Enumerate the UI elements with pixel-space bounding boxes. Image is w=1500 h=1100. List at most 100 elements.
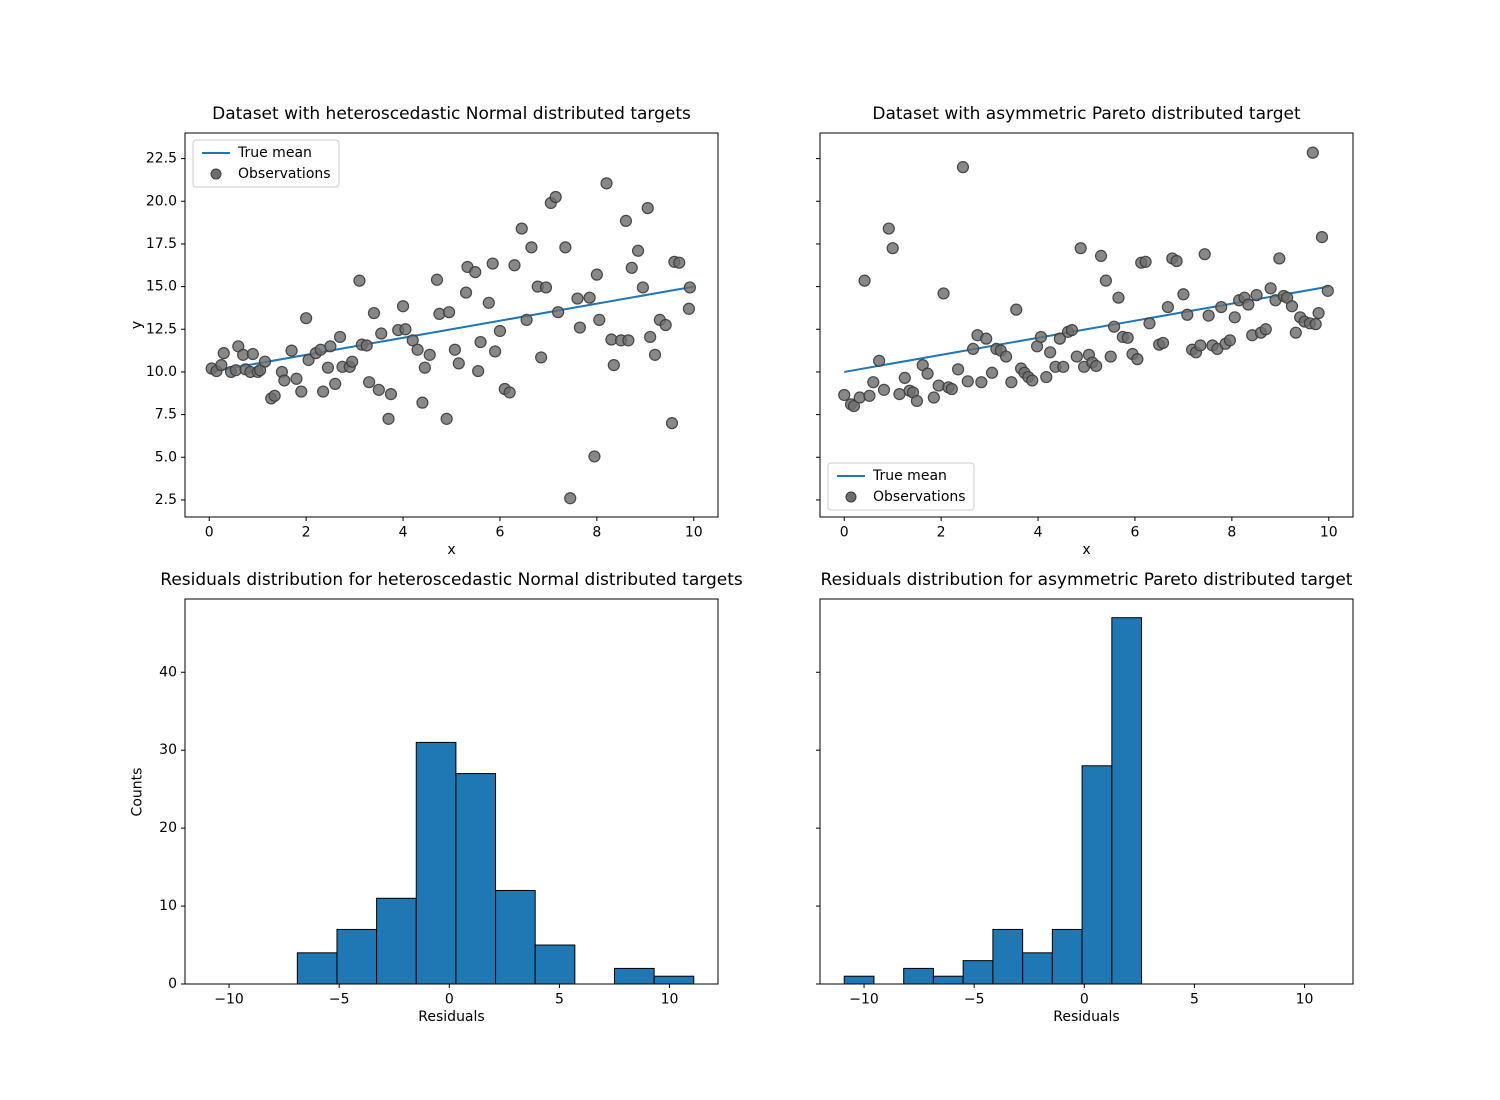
axes-box xyxy=(184,132,719,518)
y-tick-label: 12.5 xyxy=(146,321,177,337)
legend-box xyxy=(192,139,340,188)
hist-bar xyxy=(613,967,655,985)
scatter-plot-normal: 0 2 4 6 8 10 2.5 5.0 7.5 10.0 12.5 15.0 17.5 20.0 22.5… xyxy=(146,132,719,541)
observation-point xyxy=(1264,282,1277,295)
observation-point xyxy=(631,244,645,257)
subplot-title: Dataset with heteroscedastic Normal dist… xyxy=(212,104,691,124)
observation-point xyxy=(1108,320,1121,333)
observation-point xyxy=(1181,308,1194,321)
observation-point xyxy=(539,281,553,294)
hist-bar xyxy=(534,944,576,985)
observation-point xyxy=(1053,332,1066,345)
x-axis-label: Residuals xyxy=(1053,1009,1120,1025)
x-tick-label: −10 xyxy=(214,992,244,1008)
observation-point xyxy=(217,347,230,360)
x-tick-label: −5 xyxy=(964,992,985,1008)
observation-point xyxy=(486,257,499,270)
observation-point xyxy=(416,396,429,409)
observation-point xyxy=(665,417,679,430)
x-tick-label: 4 xyxy=(1034,525,1043,541)
subplot-title: Residuals distribution for heteroscedast… xyxy=(160,570,743,590)
observation-point xyxy=(1104,350,1117,363)
observation-point xyxy=(583,291,596,304)
y-tick-label: 20.0 xyxy=(146,193,177,209)
observation-point xyxy=(877,383,891,396)
observation-point xyxy=(622,334,635,347)
y-tick-label: 40 xyxy=(159,664,177,680)
observation-point xyxy=(571,292,584,305)
observation-point xyxy=(215,359,228,372)
observation-point xyxy=(999,350,1013,363)
observation-point xyxy=(636,281,649,294)
observation-point xyxy=(1005,376,1018,389)
observation-point xyxy=(961,375,974,388)
observation-point xyxy=(573,321,587,334)
hist-bar xyxy=(1111,617,1143,985)
hist-bar xyxy=(932,975,964,985)
y-tick-label: 2.5 xyxy=(155,492,177,508)
observation-point xyxy=(459,286,473,299)
y-tick-label: 0 xyxy=(168,976,177,992)
x-tick-label: 6 xyxy=(1130,525,1139,541)
y-tick-label: 30 xyxy=(159,742,177,758)
observation-point xyxy=(945,382,958,396)
hist-bar xyxy=(843,975,875,985)
observation-point xyxy=(956,161,970,174)
hist-bar xyxy=(495,889,536,985)
legend-label-observations: Observations xyxy=(238,166,331,182)
observation-point xyxy=(873,354,886,367)
observation-point xyxy=(448,343,461,356)
observation-point xyxy=(472,364,485,378)
x-tick-label: 5 xyxy=(1190,992,1199,1008)
subplot-scatter-normal: Dataset with heteroscedastic Normal dist… xyxy=(129,104,719,558)
y-tick-label: 15.0 xyxy=(146,279,177,295)
observation-point xyxy=(295,385,308,398)
y-axis-label: y xyxy=(128,320,145,330)
x-tick-label: 5 xyxy=(555,992,564,1008)
y-tick-label: 10 xyxy=(159,898,177,914)
x-tick-label: 10 xyxy=(685,525,703,541)
observation-point xyxy=(1250,289,1263,302)
observation-point xyxy=(333,330,347,344)
observation-point xyxy=(1074,242,1087,255)
y-tick-label: 22.5 xyxy=(146,151,177,167)
observation-point xyxy=(927,391,940,404)
legend-marker-sample xyxy=(845,491,857,503)
observation-point xyxy=(921,367,934,380)
observation-point xyxy=(898,371,911,385)
observation-point xyxy=(372,383,385,396)
observation-point xyxy=(644,330,657,344)
x-tick-label: 8 xyxy=(1227,525,1236,541)
hist-bar xyxy=(903,967,934,985)
x-tick-label: 0 xyxy=(445,992,454,1008)
x-tick-label: 10 xyxy=(1296,992,1314,1008)
observation-point xyxy=(910,394,924,408)
observation-point xyxy=(867,376,880,389)
observation-point xyxy=(683,281,696,294)
observation-point xyxy=(1312,306,1325,320)
observation-point xyxy=(384,388,398,401)
scatter-plot-pareto: 0 2 4 6 8 10 True mean Observations xyxy=(816,132,1354,541)
legend-box xyxy=(827,462,975,511)
observation-point xyxy=(858,274,871,287)
observation-point xyxy=(985,366,999,379)
histogram-normal: −10 −5 0 5 10 0 10 20 30 40 xyxy=(159,598,719,1008)
observation-point xyxy=(367,306,381,320)
y-axis-label: Counts xyxy=(129,767,145,816)
observation-point xyxy=(975,376,988,389)
observation-point xyxy=(1223,334,1237,347)
observation-point xyxy=(893,388,906,401)
observation-point xyxy=(1057,360,1070,373)
observation-point xyxy=(515,222,528,235)
observation-point xyxy=(363,376,376,389)
observation-point xyxy=(324,340,337,353)
observation-point xyxy=(682,302,696,315)
hist-bar xyxy=(336,928,378,985)
observation-point xyxy=(1228,311,1241,324)
x-tick-label: 0 xyxy=(1080,992,1089,1008)
y-tick-label: 20 xyxy=(159,820,177,836)
observation-point xyxy=(1215,300,1228,314)
observation-point xyxy=(520,313,533,326)
observation-point xyxy=(886,242,899,255)
observation-point xyxy=(396,300,410,313)
